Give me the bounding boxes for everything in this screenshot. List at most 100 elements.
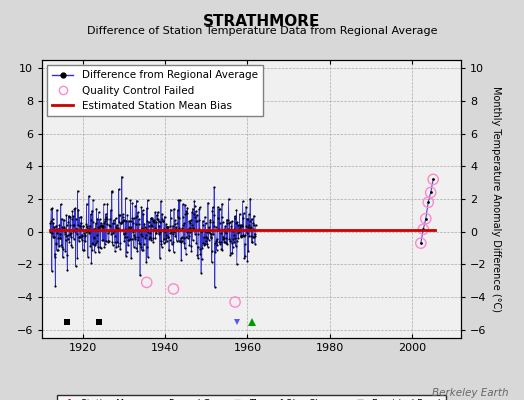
Point [93,238,101,244]
Point [107,207,115,213]
Point [88,240,96,246]
Point [146,234,154,240]
Point [208,259,216,265]
Point [65,238,73,245]
Point [240,255,248,262]
Point [150,218,158,225]
Point [132,221,140,228]
Point [126,236,134,242]
Point [419,226,428,232]
Point [148,216,157,222]
Point [139,227,148,233]
Point [59,254,67,260]
Point [115,212,124,218]
Point [201,214,209,220]
Point [222,230,230,236]
Point [203,234,212,241]
Point [49,233,57,240]
Point [233,238,241,244]
Point [238,223,246,229]
Point [209,230,217,237]
Text: Difference of Station Temperature Data from Regional Average: Difference of Station Temperature Data f… [87,26,437,36]
Point [141,235,149,242]
Point [203,244,212,250]
Point [181,210,190,217]
Point [210,184,219,190]
Point [97,220,105,226]
Point [197,270,205,276]
Point [128,215,136,222]
Point [68,244,76,250]
Point [77,226,85,232]
Point [156,218,165,225]
Point [146,230,154,236]
Point [102,214,111,220]
Point [122,195,130,201]
Point [105,228,113,234]
Point [177,234,185,240]
Point [225,219,233,226]
Point [177,235,185,242]
Point [105,238,113,245]
Point [171,232,180,239]
Point [117,220,125,226]
Point [207,235,215,241]
Point [239,215,247,221]
Point [123,249,131,256]
Point [128,236,136,242]
Point [229,236,237,242]
Point [64,236,72,243]
Point [83,223,91,230]
Point [234,222,242,228]
Point [200,228,209,234]
Point [116,240,125,246]
Point [176,196,184,203]
Point [89,196,97,203]
Point [121,230,129,236]
Point [153,215,161,222]
Point [108,242,117,248]
Point [47,218,55,224]
Point [161,231,170,238]
Point [138,225,147,232]
Point [427,189,435,196]
Point [76,222,84,229]
Point [236,223,244,230]
Point [242,227,250,233]
Point [47,230,56,236]
Point [103,200,112,207]
Point [69,228,77,234]
Point [97,223,106,230]
Point [234,230,242,236]
Point [247,239,256,245]
Point [222,235,231,241]
Point [200,234,208,240]
Point [174,214,182,220]
Point [237,234,245,240]
Point [182,251,190,257]
Point [239,232,247,238]
Point [201,220,210,226]
Point [221,223,230,230]
Point [193,251,202,258]
Point [107,189,116,196]
Point [196,250,204,257]
Point [90,234,99,240]
Point [130,232,138,238]
Point [236,232,245,239]
Point [245,211,253,217]
Point [49,233,58,240]
Point [62,212,70,218]
Point [191,230,199,237]
Point [228,218,236,224]
Point [73,254,81,261]
Point [186,220,194,226]
Point [134,209,142,216]
Point [211,249,220,256]
Point [80,230,89,236]
Point [175,215,183,221]
Point [167,227,176,234]
Point [115,219,123,226]
Point [51,241,60,247]
Point [48,216,57,223]
